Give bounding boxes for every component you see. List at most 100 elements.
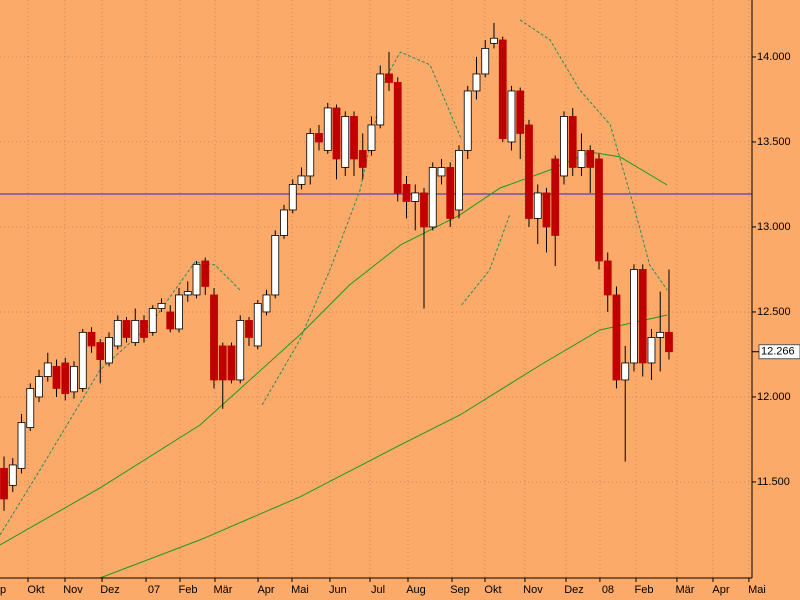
candle-body — [437, 167, 446, 177]
last-price-label: 12.266 — [761, 346, 795, 358]
x-tick-label: Okt — [484, 584, 501, 596]
y-tick-label: 12.000 — [757, 391, 791, 403]
x-tick-label: Mär — [213, 584, 232, 596]
candle-body — [201, 260, 210, 287]
candle-body — [26, 388, 35, 428]
candle-body — [350, 116, 358, 160]
candle-body — [227, 345, 236, 381]
candle-body — [96, 342, 105, 360]
candle-body — [647, 337, 656, 364]
candle-body — [638, 269, 647, 364]
candle-body — [367, 124, 376, 151]
y-tick-label: 14.000 — [757, 51, 791, 63]
candle-body — [463, 90, 472, 151]
candle-body — [612, 294, 621, 381]
candle-body — [420, 192, 428, 228]
x-tick-label: Dez — [564, 584, 584, 596]
candle-body — [236, 320, 245, 381]
candle-body — [358, 150, 367, 168]
candle-body — [306, 133, 315, 177]
y-tick-label: 11.500 — [757, 476, 790, 488]
candle-body — [507, 90, 516, 143]
candle-body — [630, 269, 638, 364]
candle-body — [446, 167, 455, 219]
grid — [0, 0, 752, 578]
candle-body — [105, 337, 113, 364]
plot-area — [0, 19, 752, 578]
candle-body — [166, 311, 175, 330]
candle-body — [52, 365, 61, 389]
x-tick-label: Feb — [635, 584, 654, 596]
candle-body — [122, 320, 131, 338]
x-tick-label: Mär — [675, 584, 694, 596]
candle-body — [428, 167, 437, 228]
candle-body — [262, 294, 271, 313]
y-tick-label: 12.500 — [757, 306, 791, 318]
candle-body — [455, 150, 463, 211]
candle-body — [0, 467, 8, 500]
candle-body — [341, 116, 350, 168]
x-tick-label: Nov — [523, 584, 543, 596]
candle-body — [17, 422, 26, 469]
candle-body — [8, 464, 17, 486]
candle-body — [665, 331, 673, 353]
candle-body — [533, 192, 542, 219]
x-tick-label: 08 — [602, 584, 614, 596]
candle-body — [183, 291, 192, 296]
candle-body — [61, 362, 70, 394]
x-tick-label: Apr — [712, 584, 729, 596]
candle-body — [490, 37, 498, 44]
candle-body — [245, 320, 253, 338]
x-tick-label: Aug — [406, 584, 426, 596]
candle-body — [621, 362, 630, 381]
candle-body — [568, 116, 577, 168]
x-tick-label: Okt — [27, 584, 44, 596]
candle-body — [43, 362, 52, 377]
candle-body — [472, 73, 481, 92]
candle-body — [586, 150, 595, 168]
candle-body — [481, 48, 490, 75]
x-tick-label: 07 — [148, 584, 160, 596]
x-tick-label: Nov — [63, 584, 83, 596]
candle-body — [551, 158, 560, 236]
x-tick-label: Sep — [450, 584, 470, 596]
x-tick-label: p — [0, 584, 6, 596]
candle-body — [595, 158, 603, 262]
candle-body — [140, 320, 148, 338]
candle-body — [376, 73, 385, 126]
candle-body — [175, 294, 183, 330]
candle-body — [210, 294, 218, 381]
candle-body — [280, 209, 288, 236]
x-tick-label: Jul — [371, 584, 385, 596]
candle-body — [192, 263, 201, 296]
candle-body — [131, 320, 140, 343]
candle-body — [113, 320, 122, 347]
candle-body — [87, 331, 96, 347]
candle-body — [78, 331, 87, 389]
moving-average-line — [99, 314, 668, 578]
candle-body — [288, 184, 297, 211]
candle-body — [542, 192, 551, 228]
x-tick-label: Jun — [329, 584, 347, 596]
x-tick-label: Mai — [291, 584, 309, 596]
candle-body — [411, 192, 420, 202]
candle-body — [516, 90, 525, 134]
candle-body — [603, 260, 612, 296]
candle-body — [253, 303, 262, 347]
candle-body — [323, 107, 332, 151]
moving-average-line — [0, 151, 668, 546]
candle-body — [315, 133, 323, 143]
y-tick-label: 13.000 — [757, 221, 791, 233]
candle-body — [385, 73, 393, 83]
candle-body — [560, 116, 568, 177]
y-tick-label: 13.500 — [757, 136, 791, 148]
candle-body — [297, 175, 306, 185]
candle-body — [218, 345, 227, 381]
candle-body — [70, 365, 78, 393]
candle-body — [332, 107, 341, 160]
candle-body — [656, 331, 665, 338]
candle-body — [402, 184, 411, 202]
